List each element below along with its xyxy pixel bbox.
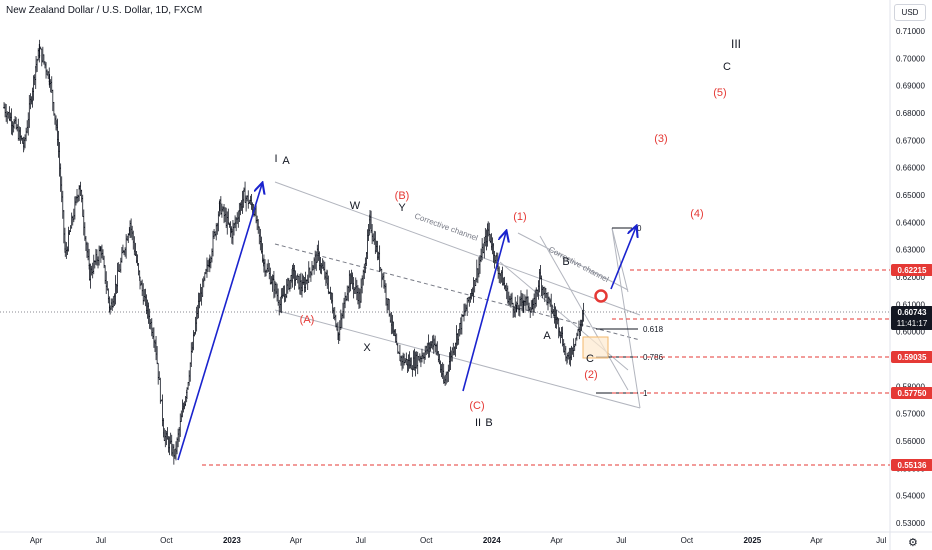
wave-label: C: [586, 353, 594, 365]
wave-label: A: [282, 155, 290, 167]
countdown-label: 11:41:17: [897, 319, 928, 328]
impulse-arrow: [462, 232, 506, 392]
price-level-tag-label: 0.55136: [898, 461, 927, 470]
chart-title: New Zealand Dollar / U.S. Dollar, 1D, FX…: [6, 5, 203, 16]
wave-label: Y: [398, 202, 406, 214]
channel-upper-line: [274, 181, 641, 316]
wave-label: W: [350, 200, 361, 212]
wave-label: X: [363, 342, 371, 354]
fib-level-label: 1: [643, 389, 648, 398]
y-tick-label: 0.69000: [896, 82, 925, 91]
price-bars: [3, 39, 585, 465]
wave-label: II: [475, 417, 481, 429]
x-tick-label: Apr: [810, 536, 823, 545]
fib-level-label: 0.786: [643, 353, 664, 362]
wave-label-red: (5): [713, 87, 726, 99]
entry-circle: [594, 289, 608, 303]
fib-connector-line: [611, 227, 641, 409]
target-zone-box: [582, 336, 609, 359]
price-level-tag: [891, 264, 932, 276]
wave-label: C: [723, 61, 731, 73]
wave-label-red: (4): [690, 208, 703, 220]
impulse-arrow: [177, 184, 262, 461]
y-tick-label: 0.63000: [896, 246, 925, 255]
y-tick-label: 0.66000: [896, 164, 925, 173]
wave-label-red: (2): [584, 369, 597, 381]
wave-label-red: (1): [513, 211, 526, 223]
x-tick-label: 2024: [483, 536, 501, 545]
projection-arrow: [610, 227, 636, 290]
price-level-tag: [891, 387, 932, 399]
gear-icon[interactable]: ⚙: [908, 537, 918, 549]
x-tick-label: Jul: [616, 536, 626, 545]
x-tick-label: Jul: [876, 536, 886, 545]
y-tick-label: 0.56000: [896, 437, 925, 446]
x-tick-label: Oct: [681, 536, 694, 545]
y-tick-label: 0.57000: [896, 410, 925, 419]
y-tick-label: 0.61000: [896, 300, 925, 309]
price-level-tag-label: 0.59035: [898, 353, 927, 362]
y-tick-label: 0.68000: [896, 109, 925, 118]
wave-label: B: [485, 417, 492, 429]
price-level-tag: [891, 459, 932, 471]
x-tick-label: Apr: [30, 536, 43, 545]
price-level-tag-label: 0.62215: [898, 266, 927, 275]
y-tick-label: 0.58000: [896, 382, 925, 391]
x-tick-label: 2023: [223, 536, 241, 545]
last-price-tag: [891, 306, 932, 330]
currency-button[interactable]: USD: [894, 4, 926, 21]
fib-level-label: 0.618: [643, 325, 664, 334]
x-tick-label: Jul: [356, 536, 366, 545]
y-tick-label: 0.64000: [896, 218, 925, 227]
fib-connector-line: [611, 227, 629, 293]
x-tick-label: Jul: [96, 536, 106, 545]
wave-label-red: (B): [395, 190, 410, 202]
wave-label: III: [731, 37, 741, 51]
y-tick-label: 0.71000: [896, 27, 925, 36]
fib-level-label: 0: [637, 224, 642, 233]
x-tick-label: Oct: [420, 536, 433, 545]
wave-label: A: [543, 330, 551, 342]
channel-caption: Corrective channel: [413, 211, 479, 242]
x-tick-label: Apr: [290, 536, 303, 545]
y-tick-label: 0.62000: [896, 273, 925, 282]
y-tick-label: 0.70000: [896, 54, 925, 63]
wave-label-red: (C): [469, 400, 484, 412]
wave-label: I: [274, 153, 277, 165]
x-tick-label: 2025: [743, 536, 761, 545]
wave-label: B: [562, 256, 569, 268]
y-tick-label: 0.67000: [896, 136, 925, 145]
y-tick-label: 0.65000: [896, 191, 925, 200]
x-tick-label: Apr: [550, 536, 563, 545]
price-level-tag: [891, 351, 932, 363]
y-tick-label: 0.60000: [896, 328, 925, 337]
last-price-label: 0.60743: [898, 308, 927, 317]
wave-label-red: (A): [300, 314, 315, 326]
small-channel-upper-line: [517, 232, 629, 291]
x-tick-label: Oct: [160, 536, 173, 545]
price-axis[interactable]: 0.530000.540000.550000.560000.570000.580…: [30, 27, 932, 545]
y-tick-label: 0.53000: [896, 519, 925, 528]
price-level-tag-label: 0.57750: [898, 389, 927, 398]
y-tick-label: 0.54000: [896, 492, 925, 501]
wave-label-red: (3): [654, 133, 667, 145]
